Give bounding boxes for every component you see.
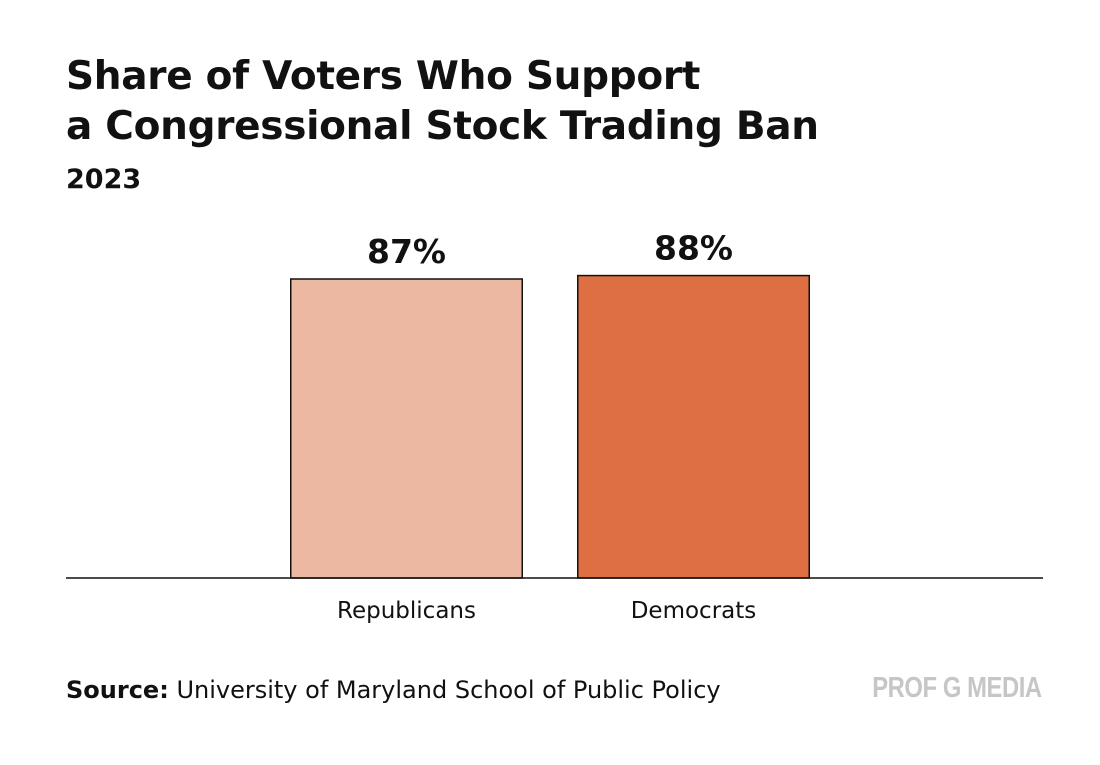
chart-title: Share of Voters Who Support a Congressio… <box>66 52 819 152</box>
brand-logo: PROF G MEDIA <box>872 672 1043 704</box>
source-note: Source: University of Maryland School of… <box>66 674 721 706</box>
chart-subtitle: 2023 <box>66 164 142 195</box>
chart-title-line-2: a Congressional Stock Trading Ban <box>66 104 819 149</box>
bar-democrats <box>577 274 810 579</box>
chart-title-line-1: Share of Voters Who Support <box>66 54 701 99</box>
data-label-democrats: 88% <box>654 229 733 268</box>
x-tick-label-democrats: Democrats <box>631 598 757 624</box>
source-label: Source: <box>66 676 169 704</box>
bar-chart: 87% Republicans 88% Democrats <box>66 229 1043 624</box>
bar-republicans <box>290 278 523 579</box>
x-tick-label-republicans: Republicans <box>337 598 476 624</box>
data-label-republicans: 87% <box>367 232 446 271</box>
source-text: University of Maryland School of Public … <box>176 676 721 704</box>
